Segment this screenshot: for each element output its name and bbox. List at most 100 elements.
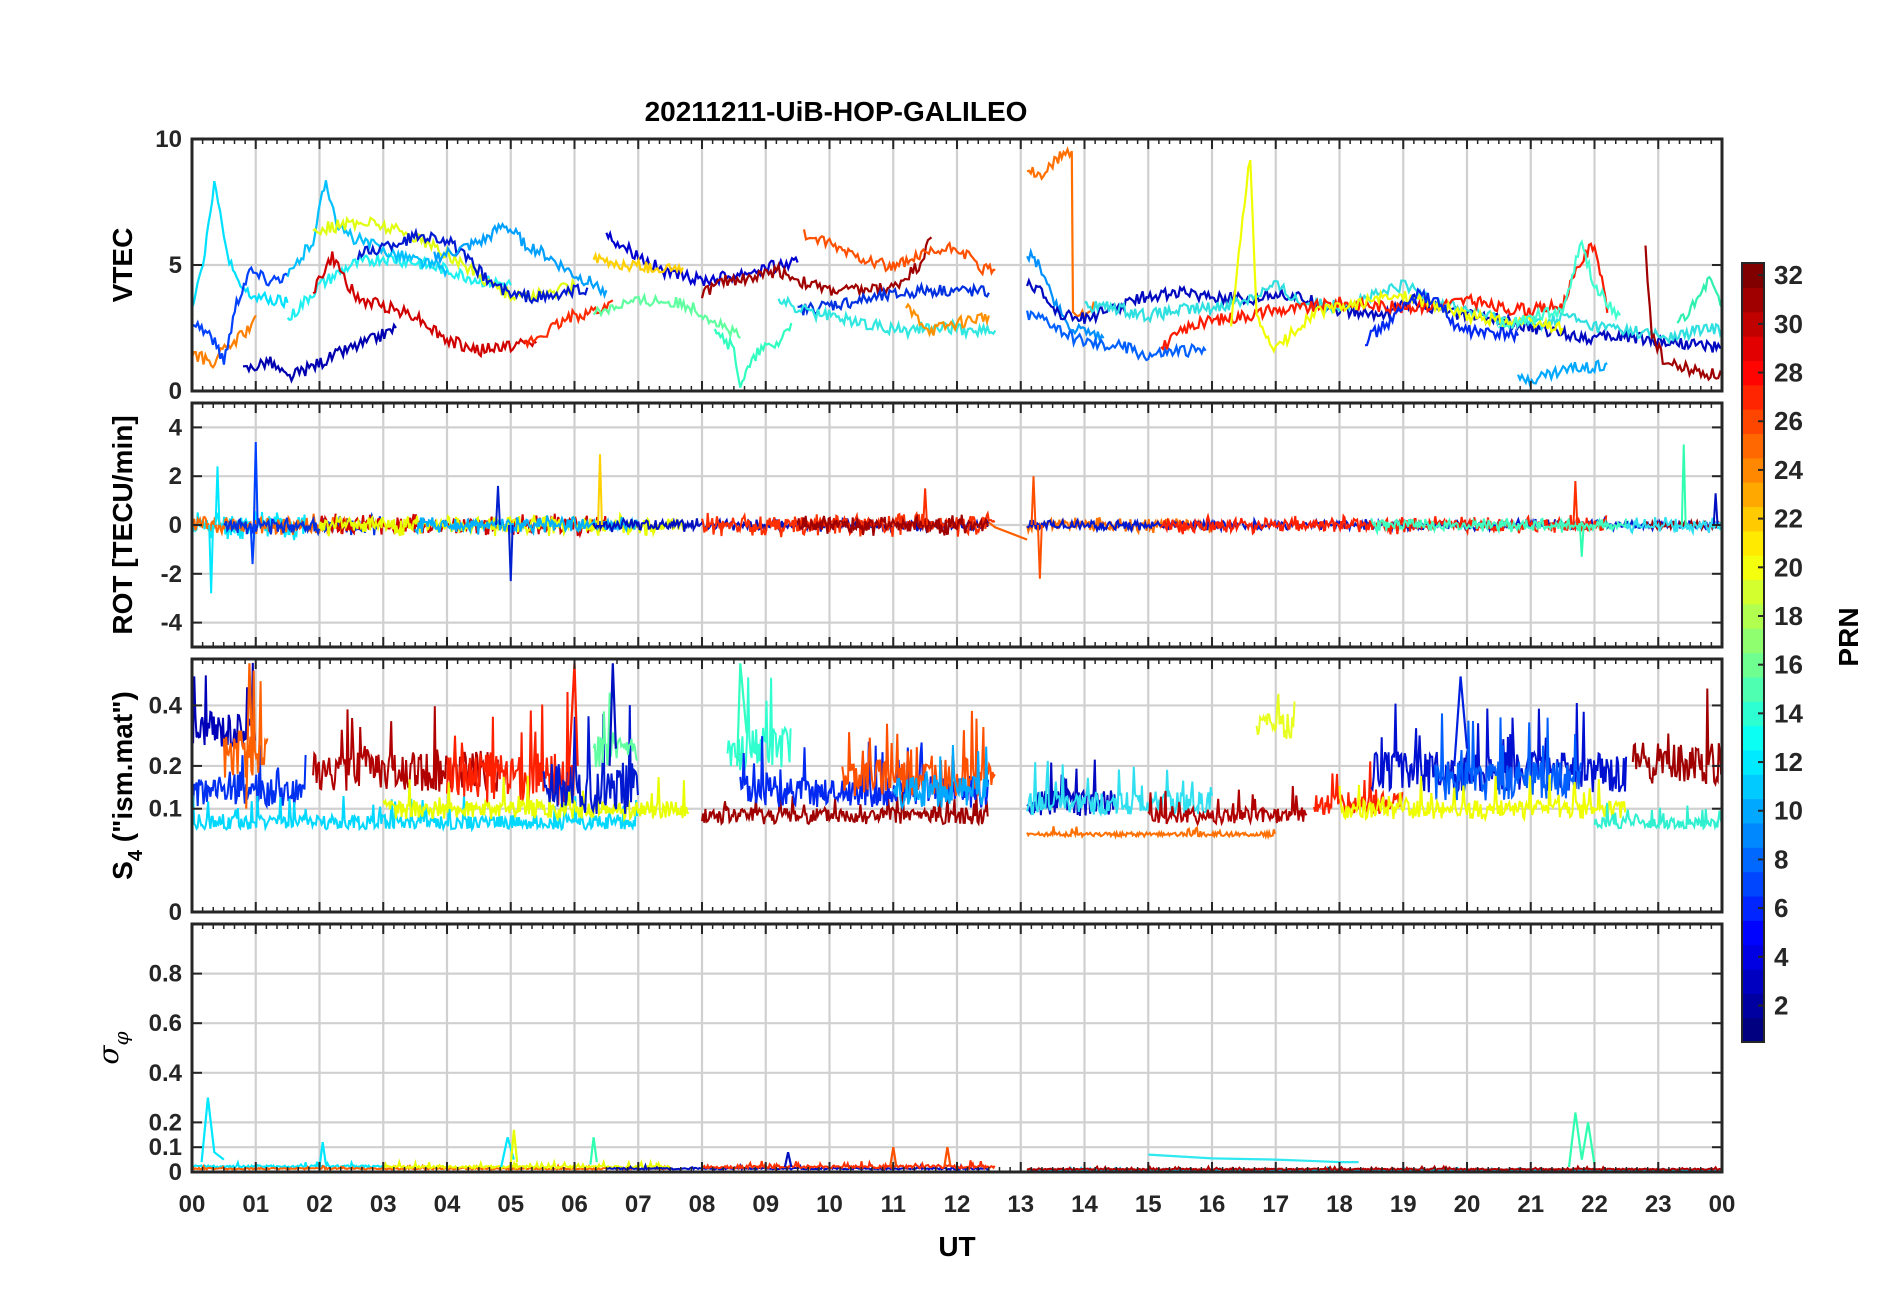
colorbar-tick-label: 26 xyxy=(1774,406,1803,436)
y-axis-label-main: VTEC xyxy=(107,228,138,303)
series-prn-27 xyxy=(523,299,614,350)
series-prn-31 xyxy=(1644,245,1722,382)
series-line xyxy=(192,744,307,810)
series-prn-23 xyxy=(905,302,990,338)
series-prn-13 xyxy=(1084,279,1722,345)
series-prn-8 xyxy=(1026,310,1207,362)
colorbar-tick-label: 8 xyxy=(1774,844,1788,874)
colorbar-segment xyxy=(1742,920,1764,946)
series-spike xyxy=(252,442,259,526)
series-line xyxy=(1147,785,1308,827)
colorbar-segment xyxy=(1742,530,1764,556)
y-tick-label: 0 xyxy=(169,378,182,405)
colorbar-segment xyxy=(1742,409,1764,435)
series-line xyxy=(889,1147,898,1168)
colorbar-tick-label: 22 xyxy=(1774,504,1803,534)
y-axis-label-subscript: 4 xyxy=(125,849,147,861)
series-prn-12 xyxy=(192,180,289,310)
series-line xyxy=(1026,760,1213,818)
colorbar-segment xyxy=(1742,749,1764,775)
colorbar-segment xyxy=(1742,433,1764,459)
series-line xyxy=(736,663,748,766)
series-spike xyxy=(1036,524,1043,579)
series-spike xyxy=(249,524,256,565)
series-line xyxy=(192,795,639,833)
plot-frame xyxy=(190,657,1724,914)
colorbar-tick-label: 28 xyxy=(1774,358,1803,388)
panel-vtec: 0 5 10 VTEC xyxy=(107,126,1724,405)
y-tick-label: 0.1 xyxy=(149,796,182,823)
colorbar-segment xyxy=(1742,871,1764,897)
colorbar-segment xyxy=(1742,944,1764,970)
panel-rot: -4 -2 0 2 4 ROT [TECU/min] xyxy=(107,401,1724,649)
x-tick-label: 06 xyxy=(561,1191,588,1218)
colorbar-segment xyxy=(1742,652,1764,678)
colorbar-tick-label: 6 xyxy=(1774,893,1788,923)
series-line xyxy=(509,1129,519,1165)
series-line xyxy=(988,521,1028,541)
y-axis-label-subscript: φ xyxy=(109,1031,133,1045)
colorbar-segment xyxy=(1742,725,1764,751)
series-line xyxy=(222,670,269,778)
colorbar-tick-label: 2 xyxy=(1774,990,1788,1020)
colorbar-segment xyxy=(1742,968,1764,994)
y-axis-label: VTEC xyxy=(107,228,138,303)
x-tick-label: 14 xyxy=(1071,1191,1098,1218)
series-line xyxy=(1026,825,1276,841)
colorbar-tick-label: 4 xyxy=(1774,942,1789,972)
series-line xyxy=(542,705,639,815)
series-prn-21 xyxy=(592,251,684,275)
colorbar-tick-label: 10 xyxy=(1774,796,1803,826)
y-tick-label: 0.4 xyxy=(149,1060,183,1087)
series-spike xyxy=(495,485,501,526)
x-tick-label: 22 xyxy=(1581,1191,1608,1218)
colorbar-segment xyxy=(1742,457,1764,483)
x-tick-label: 00 xyxy=(179,1191,206,1218)
series-line xyxy=(414,515,639,536)
x-tick-label: 19 xyxy=(1390,1191,1417,1218)
series-line xyxy=(382,1158,671,1171)
colorbar-segment xyxy=(1742,1017,1764,1043)
series-line xyxy=(1567,1112,1596,1168)
series-line xyxy=(589,1137,598,1165)
y-tick-label: 0 xyxy=(169,1159,182,1186)
series-line xyxy=(1645,518,1722,532)
x-tick-label: 00 xyxy=(1709,1191,1736,1218)
series-prn-16 xyxy=(592,292,742,340)
colorbar-segment xyxy=(1742,360,1764,386)
series-prn-2 xyxy=(1026,277,1722,353)
series-prn-13 xyxy=(777,295,997,341)
series-prn-15 xyxy=(1498,239,1621,331)
series-spike xyxy=(1030,476,1037,526)
series-spike xyxy=(597,454,603,526)
series-prn-14 xyxy=(1676,275,1722,324)
y-tick-label: 0.6 xyxy=(149,1010,182,1037)
series-line xyxy=(223,511,384,537)
series-line xyxy=(1625,516,1722,537)
colorbar-tick-label: 18 xyxy=(1774,601,1803,631)
series-spike xyxy=(1712,493,1719,526)
x-tick-label: 07 xyxy=(625,1191,652,1218)
x-tick-label: 16 xyxy=(1199,1191,1226,1218)
colorbar-segment xyxy=(1742,506,1764,532)
y-tick-label: 0 xyxy=(169,899,182,926)
series-prn-29 xyxy=(312,251,538,359)
colorbar-tick-label: 24 xyxy=(1774,455,1803,485)
series-prn-10 xyxy=(433,221,608,300)
colorbar-frame xyxy=(1741,262,1765,1043)
colorbar-segment xyxy=(1742,701,1764,727)
colorbar-segment xyxy=(1742,482,1764,508)
colorbar-tick-label: 14 xyxy=(1774,698,1803,728)
y-tick-label: 0.4 xyxy=(149,692,183,719)
series-prn-28 xyxy=(1160,242,1609,351)
x-tick-label: 10 xyxy=(816,1191,843,1218)
series-prn-13 xyxy=(286,252,512,322)
series-line xyxy=(701,1159,996,1172)
y-axis-label: S4 ("ism.mat") xyxy=(107,691,147,880)
colorbar-segment xyxy=(1742,798,1764,824)
colorbar-segment xyxy=(1742,263,1764,288)
x-tick-label: 09 xyxy=(752,1191,779,1218)
panel-s4: 00.10.20.4S4 ("ism.mat") xyxy=(107,657,1724,926)
series-line xyxy=(200,1097,225,1163)
